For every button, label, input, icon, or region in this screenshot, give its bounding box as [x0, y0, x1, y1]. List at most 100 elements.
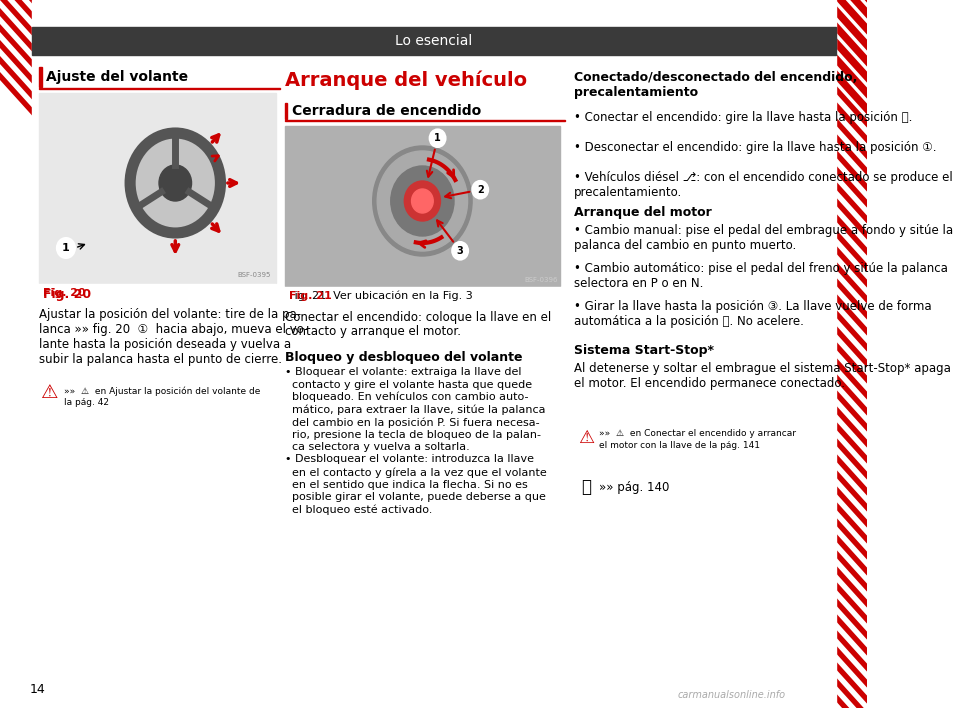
Polygon shape	[792, 0, 960, 708]
Bar	[0, 0, 32, 708]
Polygon shape	[592, 0, 960, 708]
Polygon shape	[131, 0, 777, 708]
Polygon shape	[14, 0, 661, 708]
Text: del cambio en la posición P. Si fuera necesa-: del cambio en la posición P. Si fuera ne…	[284, 417, 540, 428]
Polygon shape	[0, 0, 589, 708]
Text: • Cambio manual: pise el pedal del embrague a fondo y sitúe la palanca del cambi: • Cambio manual: pise el pedal del embra…	[574, 224, 953, 252]
Polygon shape	[951, 0, 960, 708]
Text: lante hasta la posición deseada y vuelva a: lante hasta la posición deseada y vuelva…	[38, 338, 291, 351]
Text: rio, presione la tecla de bloqueo de la palan-: rio, presione la tecla de bloqueo de la …	[284, 430, 540, 440]
Text: bloqueado. En vehículos con cambio auto-: bloqueado. En vehículos con cambio auto-	[284, 392, 528, 403]
Polygon shape	[303, 0, 950, 708]
Polygon shape	[778, 0, 960, 708]
Polygon shape	[260, 0, 907, 708]
Polygon shape	[72, 0, 719, 708]
Text: contacto y gire el volante hasta que quede: contacto y gire el volante hasta que que…	[284, 379, 532, 389]
FancyBboxPatch shape	[38, 376, 276, 411]
Polygon shape	[694, 0, 960, 708]
Text: Fig. 21: Fig. 21	[289, 291, 332, 301]
Circle shape	[452, 242, 468, 260]
Bar	[0, 0, 32, 708]
Polygon shape	[780, 0, 960, 708]
Text: Lo esencial: Lo esencial	[396, 34, 472, 48]
Text: en el contacto y gírela a la vez que el volante: en el contacto y gírela a la vez que el …	[284, 467, 546, 477]
Polygon shape	[0, 0, 575, 708]
Text: carmanualsonline.info: carmanualsonline.info	[678, 690, 786, 700]
Polygon shape	[506, 0, 960, 708]
Text: mático, para extraer la llave, sitúe la palanca: mático, para extraer la llave, sitúe la …	[284, 404, 545, 415]
Text: • Cambio automático: pise el pedal del freno y sitúe la palanca selectora en P o: • Cambio automático: pise el pedal del f…	[574, 262, 948, 290]
Bar	[284, 120, 564, 121]
Polygon shape	[0, 0, 647, 708]
Polygon shape	[405, 0, 960, 708]
Polygon shape	[535, 0, 960, 708]
Text: Fig. 20: Fig. 20	[43, 288, 86, 298]
Text: posible girar el volante, puede deberse a que: posible girar el volante, puede deberse …	[284, 492, 545, 502]
Circle shape	[429, 130, 445, 147]
Bar	[38, 284, 276, 301]
Polygon shape	[361, 0, 960, 708]
Polygon shape	[737, 0, 960, 708]
Polygon shape	[923, 0, 960, 708]
Polygon shape	[477, 0, 960, 708]
Polygon shape	[289, 0, 936, 708]
Polygon shape	[347, 0, 960, 708]
Polygon shape	[937, 0, 960, 708]
Polygon shape	[865, 0, 960, 708]
Text: »» pág. 140: »» pág. 140	[599, 481, 669, 493]
Text: 14: 14	[30, 683, 46, 696]
Polygon shape	[376, 0, 960, 708]
Polygon shape	[822, 0, 960, 708]
Polygon shape	[217, 0, 864, 708]
Polygon shape	[723, 0, 960, 708]
Text: • Vehículos diésel ⎇: con el encendido conectado se produce el precalentamiento.: • Vehículos diésel ⎇: con el encendido c…	[574, 171, 952, 199]
Polygon shape	[809, 0, 960, 708]
Polygon shape	[894, 0, 960, 708]
Text: Arranque del vehículo: Arranque del vehículo	[284, 71, 527, 91]
Circle shape	[57, 238, 75, 258]
Polygon shape	[851, 0, 960, 708]
Text: ⚠: ⚠	[41, 384, 59, 403]
Text: BSF-0395: BSF-0395	[238, 272, 271, 278]
Text: Sistema Start-Stop*: Sistema Start-Stop*	[574, 344, 713, 357]
Polygon shape	[752, 0, 960, 708]
Text: 3: 3	[457, 246, 464, 256]
Polygon shape	[578, 0, 960, 708]
Circle shape	[404, 181, 441, 221]
Polygon shape	[607, 0, 960, 708]
Circle shape	[391, 166, 454, 236]
Circle shape	[372, 146, 472, 256]
Text: BSF-0396: BSF-0396	[524, 277, 558, 283]
Polygon shape	[824, 0, 960, 708]
Text: Cerradura de encendido: Cerradura de encendido	[292, 104, 481, 118]
Text: Fig. 20: Fig. 20	[43, 288, 91, 301]
Polygon shape	[852, 0, 960, 708]
FancyBboxPatch shape	[574, 419, 828, 457]
Polygon shape	[43, 0, 690, 708]
Polygon shape	[549, 0, 960, 708]
Text: »»  ⚠  en Conectar el encendido y arrancar: »» ⚠ en Conectar el encendido y arrancar	[599, 429, 796, 438]
Polygon shape	[763, 0, 960, 708]
Polygon shape	[766, 0, 960, 708]
Circle shape	[472, 181, 489, 199]
Text: • Desconectar el encendido: gire la llave hasta la posición ①.: • Desconectar el encendido: gire la llav…	[574, 141, 936, 154]
Text: Conectado/desconectado del encendido,
precalentamiento: Conectado/desconectado del encendido, pr…	[574, 71, 857, 99]
Polygon shape	[622, 0, 960, 708]
Text: Fig. 21  Ver ubicación en la Fig. 3: Fig. 21 Ver ubicación en la Fig. 3	[289, 291, 473, 301]
Text: el motor con la llave de la pág. 141: el motor con la llave de la pág. 141	[599, 441, 760, 450]
Polygon shape	[29, 0, 676, 708]
Polygon shape	[231, 0, 878, 708]
Bar	[284, 103, 287, 119]
Text: Ajuste del volante: Ajuste del volante	[46, 70, 188, 84]
Text: el bloqueo esté activado.: el bloqueo esté activado.	[284, 505, 432, 515]
Circle shape	[159, 165, 192, 201]
Polygon shape	[332, 0, 960, 708]
Polygon shape	[318, 0, 960, 708]
Polygon shape	[174, 0, 821, 708]
Polygon shape	[463, 0, 960, 708]
Bar	[836, 0, 868, 708]
Polygon shape	[448, 0, 960, 708]
Polygon shape	[708, 0, 960, 708]
Polygon shape	[58, 0, 705, 708]
Polygon shape	[420, 0, 960, 708]
